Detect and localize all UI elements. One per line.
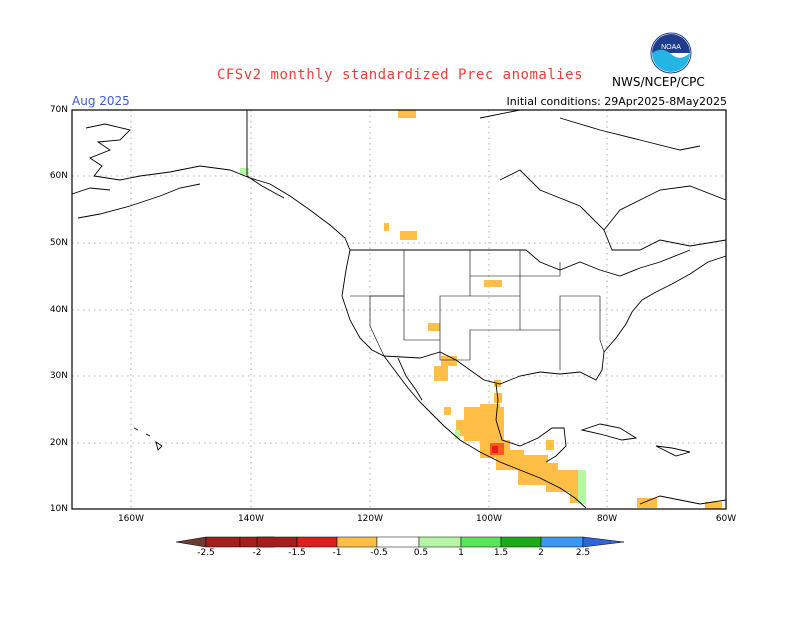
colorbar-box xyxy=(205,536,241,548)
lat-label: 60N xyxy=(49,171,68,181)
coastlines xyxy=(71,109,727,509)
initial-conditions: Initial conditions: 29Apr2025-8May2025 xyxy=(506,95,727,108)
graticule xyxy=(72,110,726,509)
colorbar-box xyxy=(256,536,298,548)
colorbar-box xyxy=(500,536,542,548)
colorbar-label: 1 xyxy=(458,548,464,558)
colorbar-label: -2.5 xyxy=(197,548,215,558)
colorbar-label: 2 xyxy=(538,548,544,558)
colorbar-box xyxy=(296,536,338,548)
map-frame xyxy=(71,109,727,510)
colorbar xyxy=(175,536,625,548)
colorbar-label: -2 xyxy=(252,548,262,558)
anomaly-shading xyxy=(240,110,722,509)
map-title: CFSv2 monthly standardized Prec anomalie… xyxy=(216,67,584,83)
colorbar-box xyxy=(376,536,420,548)
noaa-logo: NOAA xyxy=(650,32,692,74)
colorbar-box xyxy=(540,536,584,548)
lat-label: 70N xyxy=(49,105,68,115)
lon-label: 100W xyxy=(475,514,503,524)
colorbar-arrow-left xyxy=(175,536,207,548)
colorbar-label: 0.5 xyxy=(413,548,429,558)
state-borders xyxy=(350,250,605,370)
wet-anomaly-cells xyxy=(240,168,586,504)
very-strong-dry-anomaly-cells xyxy=(492,446,498,453)
colorbar-label: 2.5 xyxy=(575,548,591,558)
lat-label: 30N xyxy=(49,371,68,381)
lat-label: 50N xyxy=(49,238,68,248)
colorbar-arrow-right xyxy=(582,536,625,548)
lon-label: 80W xyxy=(596,514,618,524)
colorbar-label: -1.5 xyxy=(288,548,306,558)
lon-label: 60W xyxy=(715,514,737,524)
dry-anomaly-cells xyxy=(384,110,722,509)
lat-label: 40N xyxy=(49,305,68,315)
lon-label: 140W xyxy=(237,514,265,524)
lat-label: 10N xyxy=(49,504,68,514)
agency-label: NWS/NCEP/CPC xyxy=(612,75,705,89)
lon-label: 120W xyxy=(356,514,384,524)
colorbar-label: -1 xyxy=(332,548,342,558)
colorbar-label: -0.5 xyxy=(370,548,388,558)
colorbar-label: 1.5 xyxy=(493,548,509,558)
colorbar-box xyxy=(460,536,502,548)
lon-label: 160W xyxy=(117,514,145,524)
colorbar-box xyxy=(418,536,462,548)
lat-label: 20N xyxy=(49,438,68,448)
noaa-logo-text: NOAA xyxy=(661,44,681,51)
valid-month: Aug 2025 xyxy=(72,94,130,108)
colorbar-box xyxy=(336,536,378,548)
